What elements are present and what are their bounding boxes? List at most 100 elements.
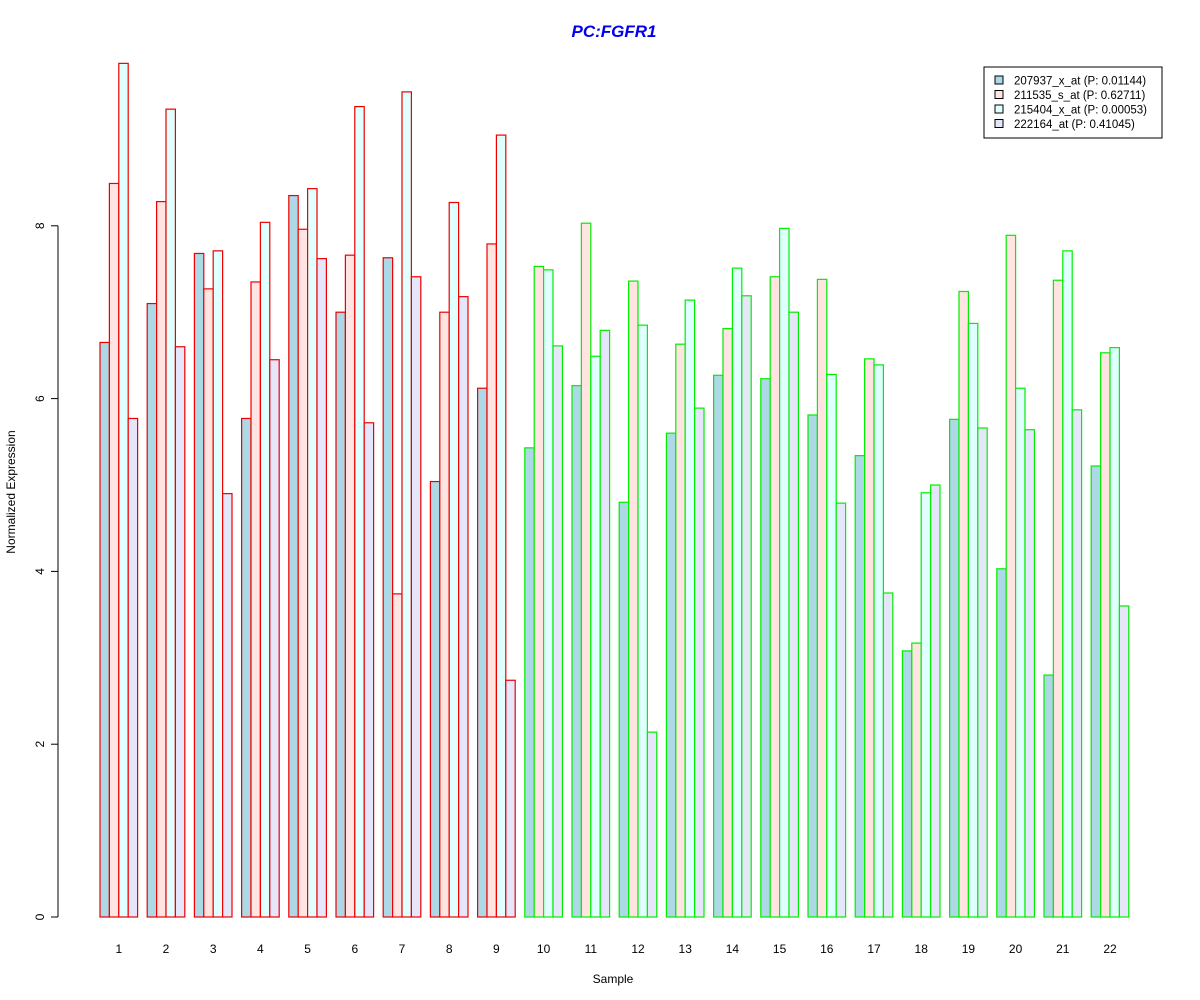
- bar: [778, 227, 790, 918]
- y-tick-label: 6: [33, 395, 47, 402]
- y-tick-label: 2: [33, 741, 47, 748]
- bar: [712, 374, 724, 918]
- x-tick-label: 5: [304, 942, 311, 956]
- bar: [1071, 409, 1083, 918]
- bar: [297, 228, 309, 918]
- bar: [580, 222, 592, 918]
- bar: [505, 679, 516, 918]
- bar: [1099, 352, 1111, 918]
- legend-swatch: [994, 104, 1004, 114]
- x-tick-label: 22: [1103, 942, 1117, 956]
- legend: 207937_x_at (P: 0.01144) 211535_s_at (P: …: [983, 66, 1163, 139]
- y-axis-label: Normalized Expression: [4, 430, 18, 553]
- x-tick-label: 18: [915, 942, 929, 956]
- bar: [1052, 279, 1064, 918]
- bar: [392, 593, 403, 918]
- bar: [439, 311, 450, 918]
- bar: [118, 62, 129, 918]
- bar: [835, 502, 847, 918]
- x-tick-label: 4: [257, 942, 264, 956]
- legend-entry: 222164_at (P: 0.41045): [1014, 119, 1135, 131]
- x-axis-label: Sample: [593, 972, 634, 986]
- bar: [863, 358, 875, 918]
- bar: [156, 201, 167, 918]
- x-tick-label: 1: [115, 942, 122, 956]
- bar: [533, 265, 545, 918]
- bar: [269, 359, 280, 918]
- bar: [335, 311, 346, 918]
- bar: [1062, 250, 1073, 918]
- x-tick-label: 12: [631, 942, 645, 956]
- bar: [948, 418, 960, 918]
- bar: [241, 417, 252, 918]
- bar: [316, 258, 327, 918]
- bar: [542, 269, 554, 918]
- bar: [288, 194, 299, 918]
- bar: [99, 341, 110, 918]
- bar: [401, 91, 412, 918]
- bar: [193, 252, 205, 918]
- y-tick-label: 0: [33, 913, 47, 920]
- legend-entry: 215404_x_at (P: 0.00053): [1014, 105, 1147, 117]
- x-tick-label: 11: [585, 942, 598, 956]
- x-tick-label: 13: [679, 942, 693, 956]
- x-tick-label: 17: [867, 942, 881, 956]
- x-tick-label: 19: [962, 942, 976, 956]
- bar: [854, 455, 866, 918]
- bar: [146, 302, 158, 918]
- bar: [996, 568, 1007, 918]
- bar: [429, 480, 441, 918]
- legend-box: [983, 66, 1163, 139]
- bar: [967, 322, 979, 918]
- bar: [929, 484, 941, 918]
- bar: [637, 324, 648, 918]
- bar: [486, 243, 497, 918]
- x-tick-label: 14: [726, 942, 740, 956]
- bar: [259, 221, 271, 918]
- bar: [382, 257, 394, 918]
- bar: [760, 378, 771, 918]
- bar: [807, 414, 818, 918]
- bar: [250, 281, 261, 918]
- bar: [108, 182, 120, 918]
- bar: [203, 288, 214, 918]
- bar: [816, 278, 828, 918]
- bar: [769, 276, 781, 918]
- bar: [344, 254, 356, 918]
- y-tick-label: 4: [33, 568, 47, 575]
- legend-entry: 207937_x_at (P: 0.01144): [1014, 76, 1146, 88]
- bar: [174, 346, 186, 918]
- x-tick-label: 6: [351, 942, 358, 956]
- x-tick-label: 7: [399, 942, 406, 956]
- bar: [1005, 234, 1017, 918]
- bar: [675, 343, 686, 918]
- y-axis: 0 2 4 6 8: [33, 222, 59, 920]
- x-tick-label: 15: [773, 942, 787, 956]
- bar: [693, 407, 705, 918]
- bar: [552, 345, 563, 918]
- bar: [354, 105, 365, 918]
- bar: [222, 493, 233, 918]
- bar: [665, 432, 677, 918]
- x-tick-label: 3: [210, 942, 217, 956]
- legend-swatch: [994, 90, 1004, 99]
- x-tick-label: 9: [493, 942, 500, 956]
- bar: [307, 188, 318, 918]
- bar: [165, 108, 176, 918]
- bar: [599, 329, 611, 918]
- bar: [1109, 347, 1120, 918]
- bar: [1090, 465, 1102, 918]
- bar: [127, 417, 139, 918]
- legend-entry: 211535_s_at (P: 0.62711): [1014, 90, 1145, 102]
- bar: [873, 364, 884, 918]
- bar: [722, 328, 733, 918]
- bar: [627, 280, 639, 918]
- x-tick-label: 10: [537, 942, 551, 956]
- bar: [646, 731, 658, 918]
- bars: [99, 62, 1130, 918]
- x-tick-label: 2: [163, 942, 170, 956]
- bar: [882, 592, 894, 918]
- bar: [524, 447, 535, 918]
- chart-title: PC:FGFR1: [572, 22, 657, 41]
- bar: [826, 373, 837, 918]
